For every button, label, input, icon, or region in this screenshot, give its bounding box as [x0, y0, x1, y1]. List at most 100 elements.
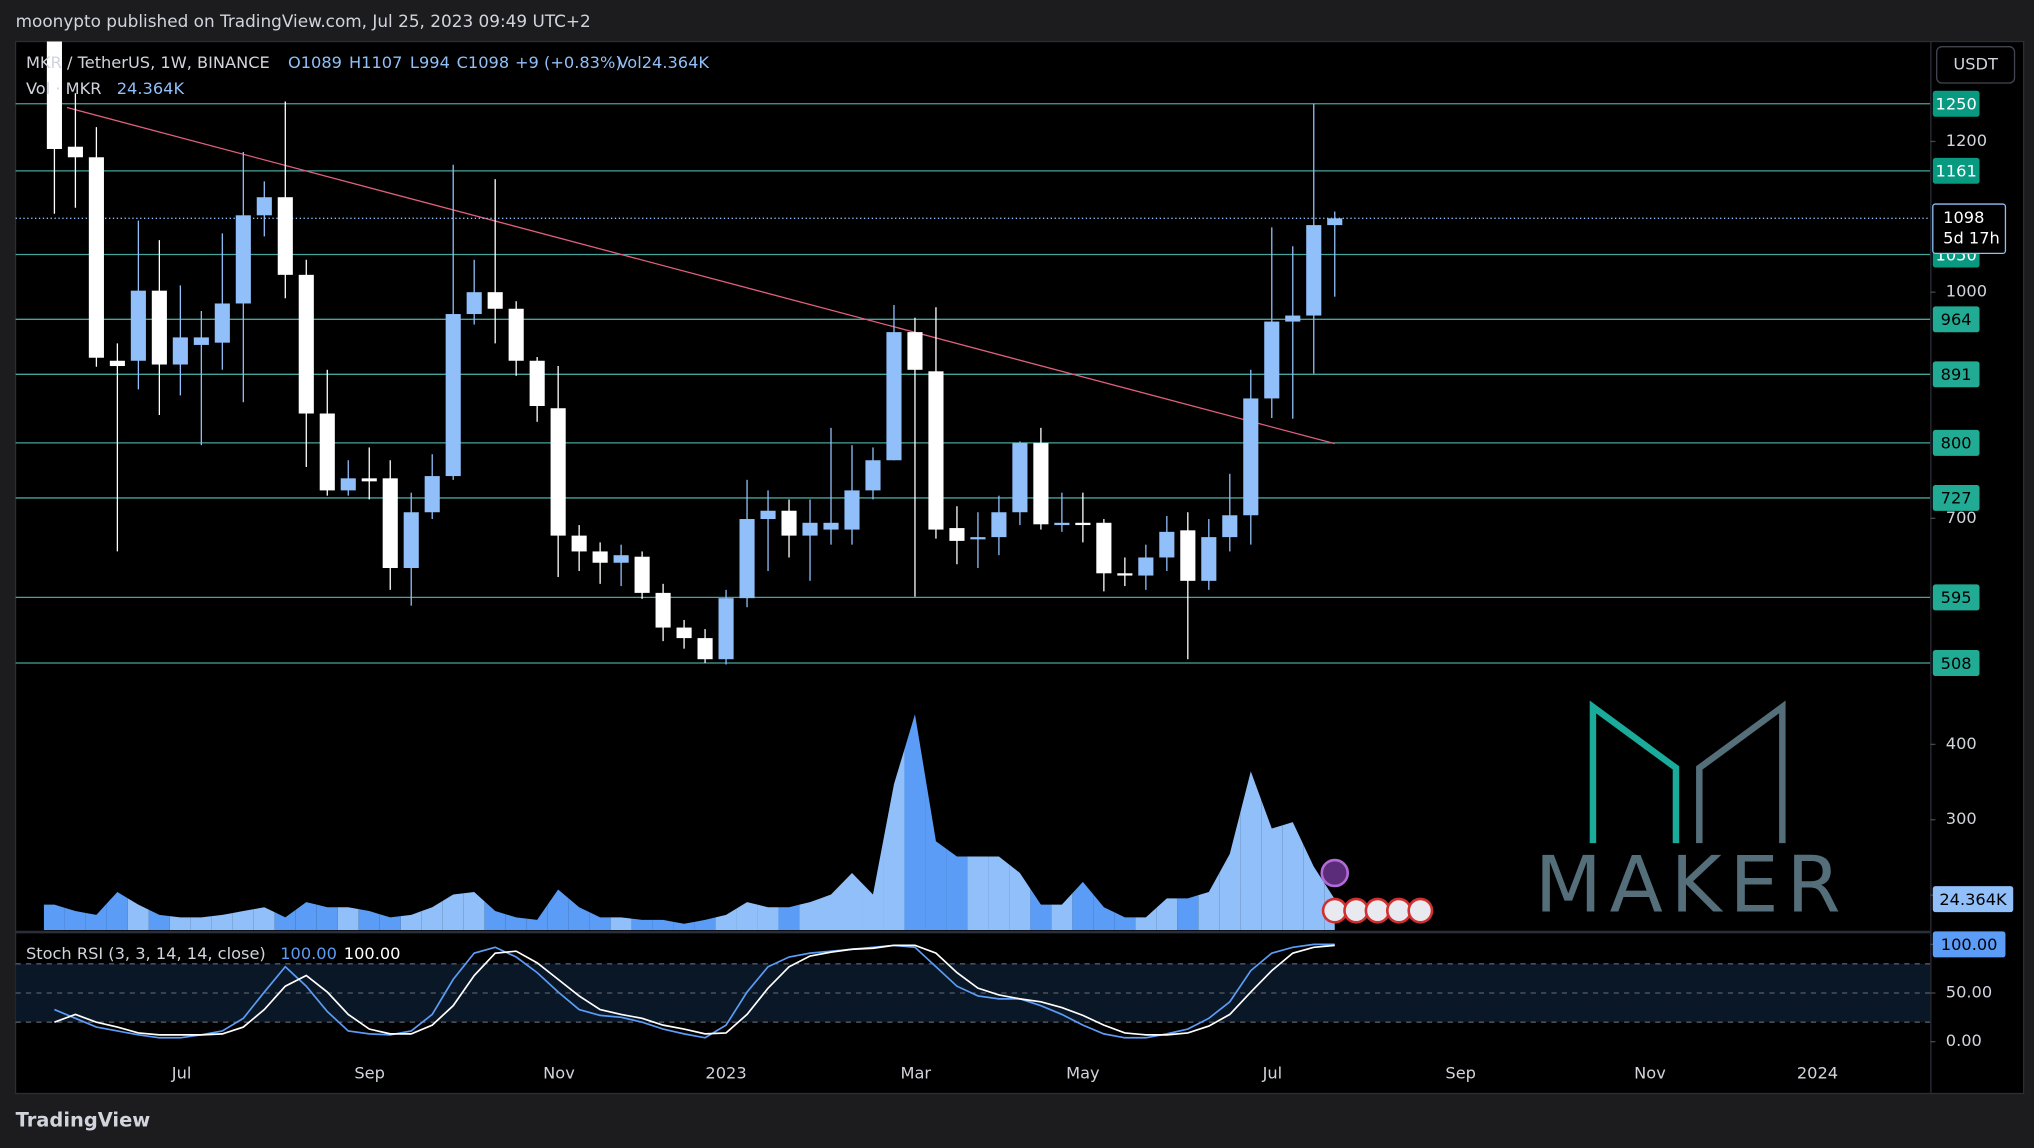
currency-button[interactable] [1936, 46, 2016, 84]
volume-area [799, 898, 821, 931]
candle-body [487, 292, 503, 309]
volume-area [1303, 844, 1325, 931]
candle-body [907, 332, 923, 370]
volume-label-box [1932, 886, 2014, 913]
stoch-line [54, 944, 1335, 1036]
y-tick-label: 1000 [1946, 282, 1987, 301]
stoch-line [54, 943, 1335, 1039]
candle-body [1096, 522, 1112, 574]
candle-body [1159, 531, 1175, 558]
candle-body [970, 537, 986, 540]
candle-body [88, 157, 104, 358]
candle-body [1075, 522, 1091, 526]
candle-body [613, 555, 629, 563]
x-tick-label: Sep [354, 1064, 385, 1083]
candle-body [529, 360, 545, 406]
volume-area [463, 891, 485, 931]
level-label-box [1932, 306, 1980, 333]
candle-body [403, 512, 419, 569]
volume-area [64, 907, 86, 931]
stoch-legend: Stoch RSI (3, 3, 14, 14, close) [26, 944, 266, 963]
volume-area [883, 749, 905, 931]
candle-body [1117, 573, 1133, 576]
candle-body [760, 510, 776, 520]
volume-area [1009, 864, 1031, 931]
candle-body [67, 146, 83, 158]
volume-area [904, 714, 926, 931]
volume-area [547, 889, 569, 931]
legend-text: Vol24.364K [617, 53, 709, 72]
volume-area [694, 917, 716, 931]
volume-area [1177, 895, 1199, 931]
volume-area [1198, 872, 1220, 931]
volume-legend: Vol · MKR [26, 79, 102, 98]
y-tick-label: 1200 [1946, 131, 1987, 150]
volume-area [148, 909, 170, 931]
last-price-label: 1098 [1943, 208, 1984, 227]
candle-body [739, 519, 755, 599]
candle-body [256, 197, 272, 216]
volume-area [946, 848, 968, 931]
candle-body [277, 197, 293, 275]
x-tick-label: Jul [171, 1064, 192, 1083]
candle-body [382, 478, 398, 569]
volume-area [1093, 894, 1115, 931]
candle-body [1243, 398, 1259, 516]
volume-area [862, 839, 884, 931]
volume-area [43, 904, 65, 931]
volume-area [778, 904, 800, 931]
volume-area [295, 902, 317, 931]
candle-body [865, 460, 881, 491]
footer-logo: TradingView [16, 1108, 151, 1131]
volume-area [253, 907, 275, 931]
legend-text: C1098 [457, 53, 510, 72]
event-icon [1320, 858, 1350, 888]
volume-area [316, 904, 338, 931]
candle-body [424, 476, 440, 513]
candle-body [508, 308, 524, 361]
candle-body [991, 512, 1007, 538]
volume-area [169, 916, 191, 931]
candle-body [550, 408, 566, 536]
candle-body [235, 215, 251, 304]
candle-body [193, 337, 209, 345]
volume-area [589, 912, 611, 931]
volume-area [568, 898, 590, 931]
candle-body [655, 592, 671, 628]
level-label: 891 [1941, 365, 1972, 384]
level-label: 727 [1941, 489, 1972, 508]
candle-body [445, 314, 461, 477]
candle-body [340, 478, 356, 491]
volume-area [1156, 898, 1178, 931]
volume-area [85, 903, 107, 931]
event-flag [1407, 897, 1434, 924]
volume-area [1282, 822, 1304, 931]
volume-area [610, 917, 632, 931]
level-label: 1250 [1936, 95, 1977, 114]
level-label: 800 [1941, 434, 1972, 453]
volume-area [358, 909, 380, 931]
legend-text: H1107 [349, 53, 402, 72]
currency-button-label[interactable]: USDT [1953, 54, 1998, 73]
volume-area [442, 893, 464, 931]
watermark-logo: MAKER [1535, 700, 1841, 930]
stoch-tick-label: 0.00 [1946, 1031, 1982, 1050]
candle-body [214, 303, 230, 343]
level-label-box [1932, 484, 1980, 511]
x-tick-label: Nov [1634, 1064, 1666, 1083]
level-label: 964 [1941, 310, 1972, 329]
candle-body [1264, 321, 1280, 399]
level-label: 1161 [1936, 162, 1977, 181]
candle-body [928, 371, 944, 530]
candle-body [319, 413, 335, 491]
volume-area [505, 914, 527, 931]
volume-area [400, 911, 422, 931]
volume-area [1114, 912, 1136, 931]
y-tick-label: 300 [1946, 809, 1977, 828]
stoch-legend-k: 100.00 [280, 944, 337, 963]
x-tick-label: Jul [1262, 1064, 1283, 1083]
candle-body [109, 360, 125, 367]
y-tick-label: 400 [1946, 734, 1977, 753]
volume-area [820, 883, 842, 931]
